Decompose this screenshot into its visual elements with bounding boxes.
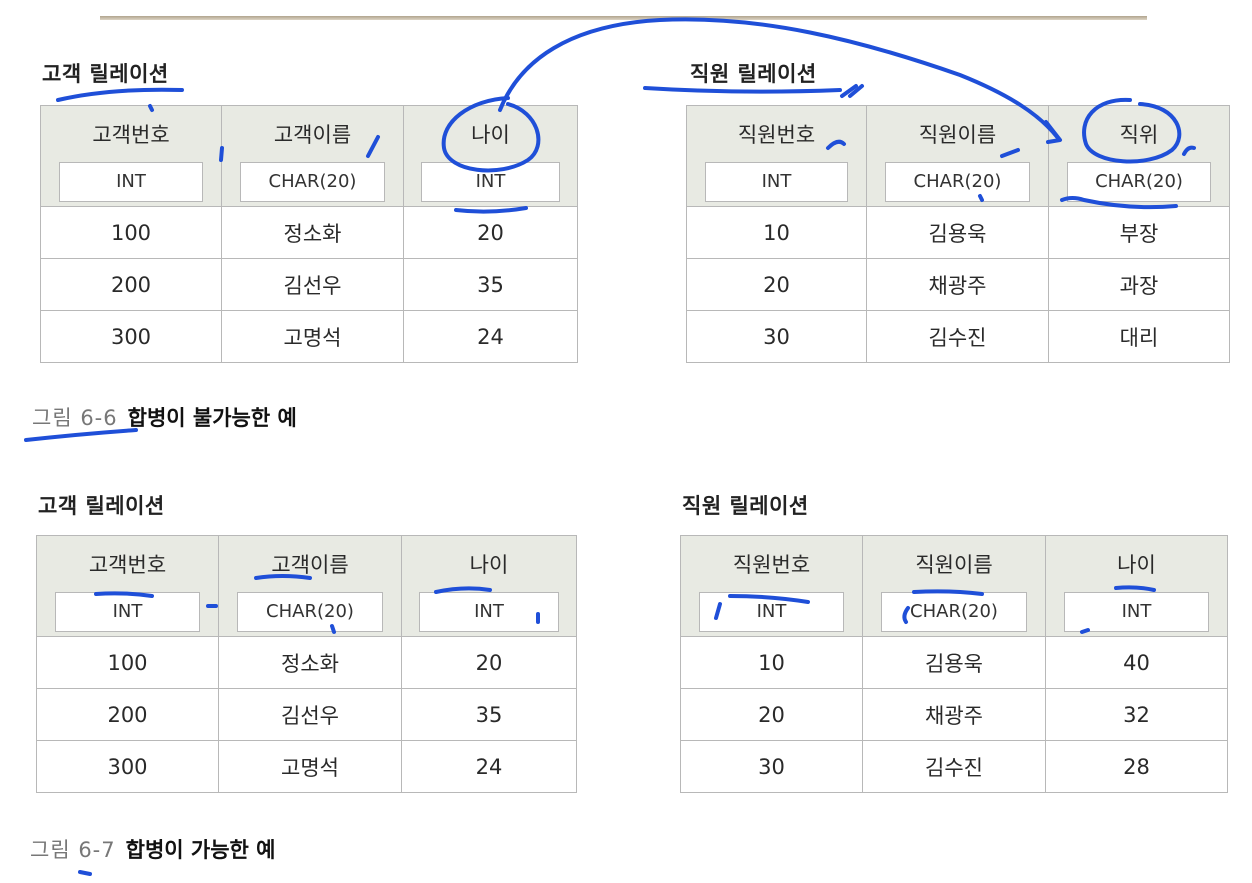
table-cell: 35 [403,258,578,311]
table-header-row: 고객번호 INT 고객이름 CHAR(20) 나이 INT [36,535,577,637]
column-type: CHAR(20) [240,162,385,202]
column-header: 나이 INT [403,105,578,207]
column-header: 고객번호 INT [36,535,219,637]
employee-relation-title: 직원 릴레이션 [690,62,817,86]
table-cell: 200 [36,688,219,741]
customer-relation-title: 고객 릴레이션 [38,494,165,518]
column-header: 직원이름 CHAR(20) [866,105,1049,207]
column-type: INT [1064,592,1209,632]
table-row: 30 김수진 28 [680,740,1228,793]
table-row: 20 채광주 과장 [686,258,1230,311]
table-cell: 30 [686,310,867,363]
figure-caption-text: 합병이 불가능한 예 [127,406,297,430]
figure-6-7-caption: 그림 6-7 합병이 가능한 예 [30,834,276,864]
table-cell: 고명석 [218,740,402,793]
table-header-row: 직원번호 INT 직원이름 CHAR(20) 나이 INT [680,535,1228,637]
column-type: INT [704,162,849,202]
table-cell: 24 [401,740,577,793]
table-cell: 30 [680,740,863,793]
figure-caption-text: 합병이 가능한 예 [125,838,276,862]
table-cell: 고명석 [221,310,404,363]
column-type: INT [699,592,844,632]
ink-underline [643,86,842,94]
table-cell: 정소화 [221,206,404,259]
column-type: INT [421,162,560,202]
column-type: CHAR(20) [237,592,383,632]
table-row: 200 김선우 35 [40,258,578,311]
table-cell: 100 [36,636,219,689]
table-cell: 24 [403,310,578,363]
table-cell: 대리 [1048,310,1230,363]
table-cell: 채광주 [862,688,1046,741]
column-header: 직원번호 INT [686,105,867,207]
column-header: 나이 INT [1045,535,1228,637]
table-cell: 20 [403,206,578,259]
column-header: 고객이름 CHAR(20) [221,105,404,207]
employee-relation-title: 직원 릴레이션 [682,494,809,518]
table-cell: 20 [401,636,577,689]
table-cell: 부장 [1048,206,1230,259]
figure-number: 그림 6-7 [30,838,116,862]
ink-mark [78,870,92,876]
table-cell: 300 [36,740,219,793]
column-header: 직위 CHAR(20) [1048,105,1230,207]
table-cell: 20 [686,258,867,311]
table-cell: 300 [40,310,222,363]
top-divider [100,16,1147,20]
table-row: 30 김수진 대리 [686,310,1230,363]
table-cell: 40 [1045,636,1228,689]
column-header: 직원이름 CHAR(20) [862,535,1046,637]
customer-relation-table: 고객번호 INT 고객이름 CHAR(20) 나이 INT 100 정소화 20 20… [40,105,578,363]
column-type: CHAR(20) [881,592,1027,632]
customer-relation-table: 고객번호 INT 고객이름 CHAR(20) 나이 INT 100 정소화 20 20… [36,535,577,793]
table-row: 10 김용욱 40 [680,636,1228,689]
table-cell: 32 [1045,688,1228,741]
customer-relation-title: 고객 릴레이션 [42,62,169,86]
table-cell: 김수진 [862,740,1046,793]
figure-number: 그림 6-6 [32,406,118,430]
table-cell: 10 [680,636,863,689]
column-type: INT [55,592,200,632]
table-row: 200 김선우 35 [36,688,577,741]
table-row: 20 채광주 32 [680,688,1228,741]
table-cell: 20 [680,688,863,741]
table-header-row: 직원번호 INT 직원이름 CHAR(20) 직위 CHAR(20) [686,105,1230,207]
table-cell: 100 [40,206,222,259]
table-cell: 10 [686,206,867,259]
column-type: INT [58,162,204,202]
table-header-row: 고객번호 INT 고객이름 CHAR(20) 나이 INT [40,105,578,207]
column-header: 고객이름 CHAR(20) [218,535,402,637]
table-row: 10 김용욱 부장 [686,206,1230,259]
table-cell: 김용욱 [866,206,1049,259]
column-header: 직원번호 INT [680,535,863,637]
table-cell: 28 [1045,740,1228,793]
table-cell: 200 [40,258,222,311]
employee-relation-table: 직원번호 INT 직원이름 CHAR(20) 직위 CHAR(20) 10 김용욱 부… [686,105,1230,363]
table-row: 300 고명석 24 [36,740,577,793]
ink-underline [56,87,184,102]
table-cell: 정소화 [218,636,402,689]
table-cell: 35 [401,688,577,741]
column-header: 나이 INT [401,535,577,637]
table-cell: 김선우 [218,688,402,741]
column-type: CHAR(20) [1066,162,1212,202]
ink-mark [840,84,858,98]
table-cell: 과장 [1048,258,1230,311]
column-type: INT [419,592,559,632]
ink-mark [848,84,864,98]
table-cell: 김선우 [221,258,404,311]
column-header: 고객번호 INT [40,105,222,207]
table-row: 100 정소화 20 [40,206,578,259]
figure-6-6-caption: 그림 6-6 합병이 불가능한 예 [32,402,297,432]
employee-relation-table: 직원번호 INT 직원이름 CHAR(20) 나이 INT 10 김용욱 40 20 … [680,535,1228,793]
table-cell: 채광주 [866,258,1049,311]
column-type: CHAR(20) [885,162,1030,202]
table-row: 300 고명석 24 [40,310,578,363]
table-row: 100 정소화 20 [36,636,577,689]
table-cell: 김수진 [866,310,1049,363]
table-cell: 김용욱 [862,636,1046,689]
